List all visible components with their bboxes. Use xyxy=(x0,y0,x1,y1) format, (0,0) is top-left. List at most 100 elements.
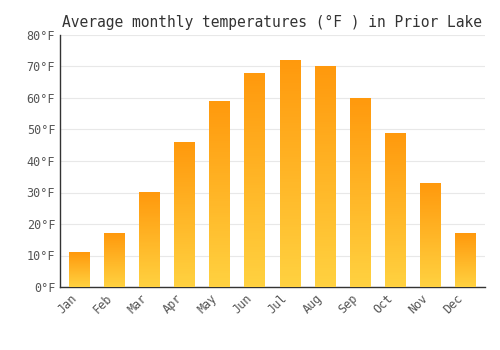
Bar xyxy=(420,186,441,187)
Bar xyxy=(244,169,266,172)
Bar xyxy=(139,230,160,231)
Bar xyxy=(210,229,231,231)
Bar xyxy=(280,273,300,276)
Bar xyxy=(350,252,371,254)
Bar xyxy=(139,202,160,203)
Bar xyxy=(385,239,406,241)
Bar xyxy=(314,160,336,163)
Bar xyxy=(280,140,300,142)
Bar xyxy=(244,185,266,188)
Bar xyxy=(139,276,160,278)
Bar xyxy=(139,256,160,258)
Bar xyxy=(244,172,266,175)
Bar xyxy=(69,257,90,258)
Bar xyxy=(350,193,371,195)
Bar xyxy=(210,203,231,206)
Bar xyxy=(314,102,336,105)
Bar xyxy=(420,217,441,218)
Bar xyxy=(244,140,266,142)
Bar xyxy=(280,74,300,77)
Bar xyxy=(174,169,195,171)
Bar xyxy=(455,270,476,271)
Bar xyxy=(244,188,266,191)
Bar xyxy=(210,145,231,148)
Bar xyxy=(244,268,266,271)
Bar xyxy=(174,202,195,204)
Bar xyxy=(385,160,406,162)
Bar xyxy=(174,173,195,175)
Bar xyxy=(139,281,160,282)
Bar xyxy=(455,258,476,259)
Bar xyxy=(210,168,231,171)
Bar xyxy=(210,285,231,287)
Bar xyxy=(314,243,336,246)
Bar xyxy=(244,212,266,215)
Bar xyxy=(244,209,266,212)
Bar xyxy=(280,86,300,89)
Bar xyxy=(314,246,336,248)
Bar xyxy=(385,148,406,150)
Bar xyxy=(455,276,476,277)
Bar xyxy=(104,238,125,239)
Bar xyxy=(420,278,441,279)
Bar xyxy=(210,206,231,208)
Bar xyxy=(455,260,476,261)
Bar xyxy=(385,171,406,173)
Bar xyxy=(385,266,406,268)
Bar xyxy=(244,89,266,92)
Bar xyxy=(139,233,160,234)
Bar xyxy=(104,282,125,283)
Bar xyxy=(385,225,406,227)
Bar xyxy=(350,235,371,237)
Bar xyxy=(104,252,125,253)
Bar xyxy=(69,284,90,285)
Bar xyxy=(244,150,266,153)
Bar xyxy=(69,273,90,274)
Bar xyxy=(174,191,195,193)
Bar xyxy=(350,159,371,162)
Bar xyxy=(139,252,160,253)
Bar xyxy=(385,183,406,185)
Bar xyxy=(244,228,266,231)
Bar xyxy=(350,171,371,174)
Bar xyxy=(174,224,195,225)
Bar xyxy=(104,254,125,255)
Bar xyxy=(420,190,441,191)
Bar xyxy=(139,282,160,284)
Bar xyxy=(244,121,266,124)
Bar xyxy=(139,247,160,248)
Bar xyxy=(174,180,195,182)
Bar xyxy=(280,247,300,250)
Bar xyxy=(385,196,406,198)
Bar xyxy=(210,148,231,150)
Bar xyxy=(174,164,195,166)
Bar xyxy=(280,267,300,270)
Bar xyxy=(314,83,336,86)
Bar xyxy=(210,254,231,257)
Bar xyxy=(350,242,371,244)
Bar xyxy=(280,117,300,120)
Bar xyxy=(314,204,336,207)
Bar xyxy=(69,268,90,269)
Bar xyxy=(244,86,266,89)
Bar xyxy=(420,196,441,197)
Bar xyxy=(69,254,90,255)
Bar xyxy=(244,102,266,105)
Bar xyxy=(350,152,371,155)
Bar xyxy=(139,268,160,269)
Bar xyxy=(280,60,300,63)
Bar xyxy=(385,162,406,163)
Bar xyxy=(174,273,195,274)
Bar xyxy=(420,285,441,286)
Bar xyxy=(385,210,406,212)
Bar xyxy=(314,202,336,204)
Bar xyxy=(210,259,231,261)
Bar xyxy=(139,201,160,202)
Bar xyxy=(350,181,371,183)
Bar xyxy=(385,185,406,187)
Bar xyxy=(385,181,406,183)
Bar xyxy=(104,242,125,243)
Bar xyxy=(455,264,476,265)
Bar xyxy=(280,256,300,259)
Bar xyxy=(350,195,371,197)
